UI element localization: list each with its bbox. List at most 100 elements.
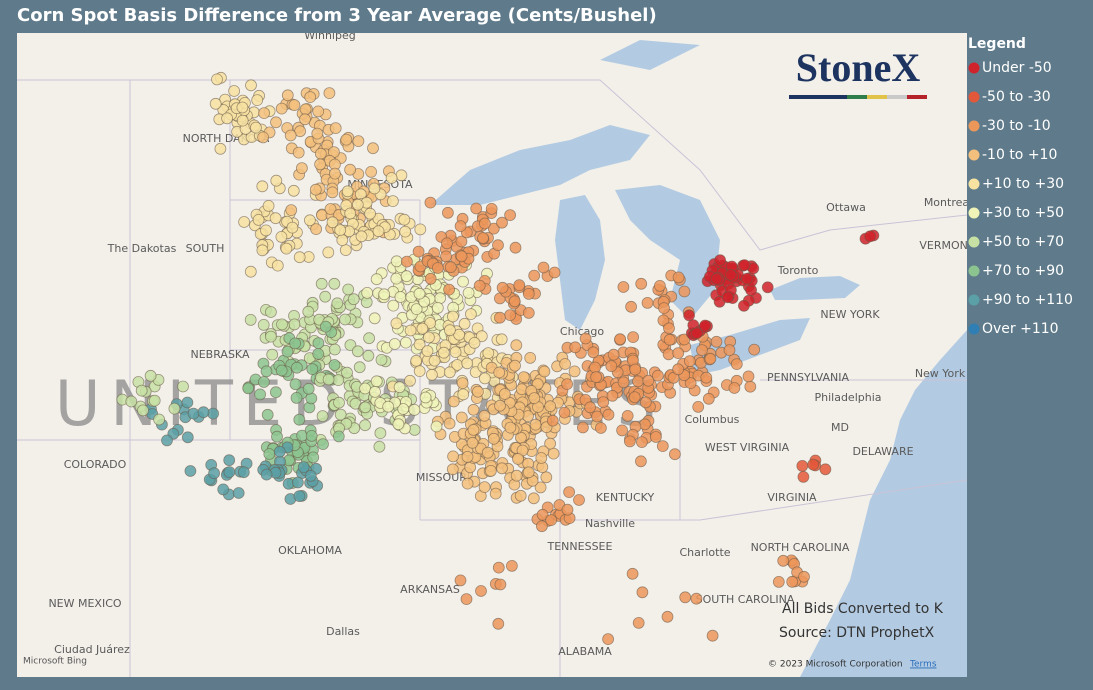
map-label: New York (915, 367, 966, 380)
bid-point (669, 448, 681, 461)
bid-point (344, 207, 357, 220)
title: Corn Spot Basis Difference from 3 Year A… (17, 5, 657, 26)
bid-point (211, 73, 223, 86)
bid-point (352, 135, 365, 148)
bid-point (263, 448, 276, 460)
bid-point (642, 374, 655, 387)
bid-point (390, 272, 403, 285)
bid-point (524, 351, 537, 364)
bid-point (430, 420, 443, 433)
bid-point (621, 409, 634, 422)
bid-point (482, 347, 495, 360)
bid-point (514, 489, 527, 502)
bid-point (369, 385, 381, 398)
legend-label: +50 to +70 (982, 234, 1064, 250)
bid-point (422, 331, 435, 344)
bid-point (538, 365, 551, 378)
bid-point (489, 487, 502, 500)
water (430, 40, 967, 677)
bid-point (392, 418, 405, 431)
bid-point (293, 490, 306, 503)
bid-point (311, 127, 324, 140)
bid-point (374, 427, 387, 440)
bid-point (404, 374, 416, 387)
map-label: SOUTH CAROLINA (696, 593, 795, 606)
bid-point (312, 337, 325, 350)
bid-point (457, 275, 469, 288)
bid-point (478, 409, 491, 422)
bid-point (257, 318, 270, 331)
legend: Under -50 -50 to -30 -30 to -10 -10 to +10 +… (968, 60, 1073, 337)
bid-point (496, 216, 508, 229)
bid-point (290, 391, 303, 404)
bid-point (724, 268, 737, 281)
bid-point (443, 417, 456, 430)
bid-point (410, 354, 423, 367)
bid-point (458, 317, 471, 330)
bid-point (408, 403, 421, 416)
bid-point (730, 358, 743, 371)
map-label: Winnipeg (304, 29, 355, 42)
map-label: Charlotte (679, 546, 730, 559)
bid-point (629, 363, 642, 376)
bid-point (508, 295, 521, 308)
bid-point (798, 570, 810, 583)
bid-point (492, 561, 505, 574)
bid-point (635, 455, 647, 468)
bid-point (636, 586, 649, 599)
bid-point (632, 375, 644, 388)
bid-point (223, 454, 236, 467)
bid-point (492, 617, 505, 630)
bid-point (309, 183, 322, 196)
bid-point (355, 230, 368, 243)
bid-point (372, 225, 385, 238)
map-label: VERMONT (919, 239, 974, 252)
bid-point (573, 494, 585, 506)
bid-point (627, 331, 639, 344)
bid-point (197, 406, 210, 419)
bid-point (400, 270, 413, 283)
bid-point (421, 345, 434, 358)
bid-points (116, 71, 880, 645)
map-label: NEW MEXICO (48, 597, 121, 610)
bid-point (447, 395, 460, 408)
bid-point (455, 235, 468, 248)
bid-point (340, 133, 353, 146)
map-label: Philadelphia (814, 391, 881, 404)
bid-point (449, 346, 462, 359)
legend-label: -30 to -10 (982, 118, 1051, 134)
bid-point (264, 306, 277, 318)
terms-link[interactable]: Terms (909, 660, 937, 670)
bid-point (441, 206, 454, 219)
bid-point (558, 406, 571, 419)
bid-point (287, 184, 300, 197)
bid-point (796, 459, 809, 472)
bid-point (328, 167, 341, 180)
legend-swatch (968, 265, 980, 277)
bid-point (728, 382, 741, 394)
legend-label: Over +110 (982, 321, 1059, 337)
bid-point (561, 503, 574, 516)
map-label: TENNESSEE (547, 540, 613, 553)
bid-point (786, 575, 799, 588)
bid-point (710, 272, 723, 285)
bid-point (661, 610, 674, 623)
bid-point (561, 378, 573, 391)
legend-swatch (968, 62, 980, 74)
bid-point (471, 385, 484, 398)
bid-point (181, 431, 194, 444)
bid-point (683, 309, 695, 322)
legend-label: +30 to +50 (982, 205, 1064, 221)
bid-point (316, 410, 329, 423)
bid-point (361, 286, 374, 299)
bid-point (413, 287, 426, 300)
bid-point (270, 174, 283, 187)
bid-point (494, 578, 507, 591)
bid-point (303, 214, 316, 227)
bid-point (462, 286, 475, 299)
bid-point (475, 585, 487, 597)
bid-point (528, 392, 541, 405)
bid-point (617, 376, 630, 389)
bid-point (290, 361, 303, 374)
